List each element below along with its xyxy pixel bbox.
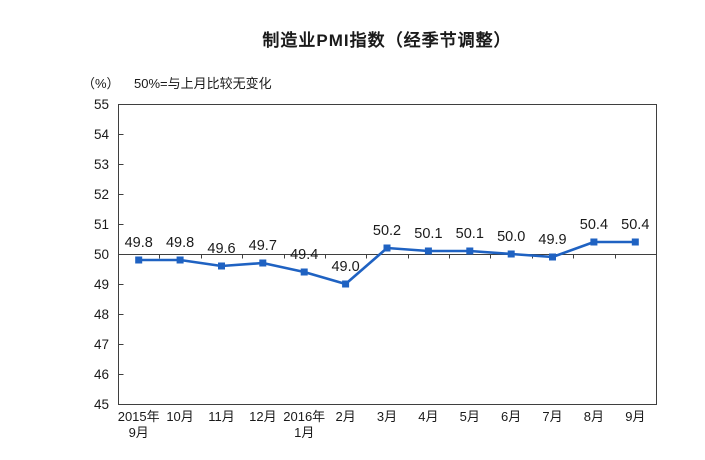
data-point-label: 49.4 xyxy=(290,247,318,263)
x-axis-tick-label: 5月 xyxy=(460,409,480,424)
y-axis-tick-label: 50 xyxy=(94,247,109,262)
x-axis-tick-label: 3月 xyxy=(377,409,397,424)
x-axis-tick-label: 9月 xyxy=(129,425,149,440)
data-point-marker xyxy=(176,256,184,264)
data-point-label: 49.9 xyxy=(538,232,566,248)
y-axis-tick-label: 46 xyxy=(94,367,109,382)
data-point-marker xyxy=(135,256,143,264)
data-point-marker xyxy=(424,247,432,255)
y-axis-tick-label: 53 xyxy=(94,157,109,172)
x-axis-tick-label: 12月 xyxy=(249,409,276,424)
x-axis-tick-label: 1月 xyxy=(294,425,314,440)
data-point-marker xyxy=(259,259,267,267)
y-axis-tick-label: 54 xyxy=(94,127,110,142)
data-point-label: 49.0 xyxy=(331,259,359,275)
data-point-marker xyxy=(300,268,308,276)
data-point-label: 49.6 xyxy=(207,241,235,257)
y-axis-tick-label: 52 xyxy=(94,187,109,202)
data-point-marker xyxy=(631,238,639,246)
x-axis-tick-label: 11月 xyxy=(208,409,235,424)
y-axis-tick-label: 55 xyxy=(94,97,109,112)
chart-title: 制造业PMI指数（经季节调整） xyxy=(262,31,512,50)
data-point-label: 50.1 xyxy=(414,226,442,242)
y-axis-tick-label: 49 xyxy=(94,277,109,292)
data-point-marker xyxy=(218,262,225,270)
x-axis-tick-label: 9月 xyxy=(625,409,645,424)
x-axis-tick-label: 8月 xyxy=(584,409,604,424)
data-point-label: 50.4 xyxy=(580,217,608,233)
y-axis-tick-label: 48 xyxy=(94,307,109,322)
data-point-marker xyxy=(342,280,350,288)
x-axis-tick-label: 6月 xyxy=(501,409,521,424)
data-point-marker xyxy=(507,250,515,258)
data-point-marker xyxy=(383,244,391,252)
data-point-label: 49.8 xyxy=(166,235,194,251)
data-point-marker xyxy=(590,238,598,246)
y-axis-tick-label: 47 xyxy=(94,337,109,352)
data-point-label: 50.1 xyxy=(456,226,484,242)
x-axis-tick-label: 2016年 xyxy=(283,409,325,424)
x-axis-tick-label: 4月 xyxy=(418,409,438,424)
y-axis-unit-label: （%） xyxy=(82,76,120,91)
x-axis-tick-label: 7月 xyxy=(542,409,562,424)
data-point-label: 49.7 xyxy=(249,238,277,254)
data-point-marker xyxy=(466,247,474,255)
baseline-note: 50%=与上月比较无变化 xyxy=(134,76,272,91)
data-point-label: 50.2 xyxy=(373,223,401,239)
data-point-label: 50.4 xyxy=(621,217,649,233)
data-point-marker xyxy=(549,253,556,261)
data-point-label: 49.8 xyxy=(125,235,153,251)
x-axis-tick-label: 10月 xyxy=(166,409,193,424)
y-axis-tick-label: 51 xyxy=(94,217,109,232)
y-axis-tick-label: 45 xyxy=(94,397,109,412)
data-point-label: 50.0 xyxy=(497,229,525,245)
x-axis-tick-label: 2月 xyxy=(335,409,355,424)
x-axis-tick-label: 2015年 xyxy=(118,409,160,424)
